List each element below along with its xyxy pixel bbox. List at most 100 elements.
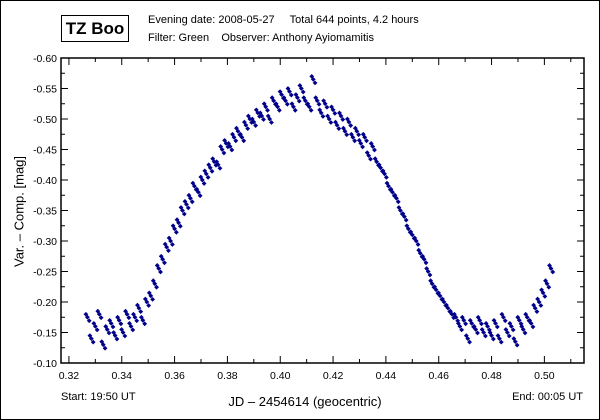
data-point	[239, 134, 245, 140]
data-point	[241, 138, 247, 144]
data-point	[189, 199, 195, 205]
data-point	[473, 327, 479, 332]
data-point	[463, 333, 469, 338]
data-point	[302, 98, 308, 104]
star-name-box: TZ Boo	[61, 15, 129, 42]
data-point	[416, 247, 422, 253]
y-tick-label: -0.20	[33, 297, 57, 309]
data-point	[150, 278, 156, 284]
data-point	[368, 156, 373, 162]
data-point	[87, 333, 93, 338]
data-point	[374, 159, 380, 165]
data-point	[194, 186, 200, 192]
data-point	[243, 122, 249, 128]
data-point	[332, 110, 338, 116]
data-point	[185, 205, 191, 211]
y-axis-label: Var. – Comp. [mag]	[11, 155, 27, 268]
y-tick-label: -0.10	[33, 358, 57, 370]
data-point	[245, 113, 251, 119]
data-point	[511, 336, 517, 342]
data-point	[515, 314, 521, 320]
data-point	[166, 248, 171, 253]
data-point	[213, 162, 219, 168]
data-point	[316, 101, 322, 107]
x-tick-label: 0.36	[164, 370, 185, 382]
data-point	[150, 297, 156, 302]
data-point	[138, 309, 144, 314]
data-point	[281, 95, 287, 101]
data-point	[490, 336, 496, 342]
data-point	[98, 315, 104, 321]
data-point	[247, 116, 253, 122]
data-point	[354, 128, 360, 134]
data-point	[135, 302, 140, 308]
data-point	[448, 308, 453, 314]
data-point	[289, 101, 295, 107]
y-tick-label: -0.15	[33, 328, 57, 340]
data-point	[301, 95, 307, 101]
data-point	[543, 278, 548, 284]
x-tick-label: 0.50	[534, 370, 555, 382]
data-point	[396, 205, 402, 210]
data-point	[233, 138, 239, 144]
data-point	[130, 327, 136, 333]
data-point	[325, 113, 331, 119]
data-point	[360, 144, 366, 150]
data-point	[131, 311, 136, 317]
data-point	[118, 321, 124, 327]
data-point	[225, 144, 231, 150]
data-point	[412, 235, 418, 241]
data-point	[313, 95, 319, 101]
data-point	[523, 311, 529, 317]
data-point	[276, 107, 282, 113]
data-point	[222, 138, 227, 143]
data-point	[423, 260, 429, 266]
data-point	[444, 302, 449, 308]
data-point	[251, 119, 257, 125]
data-point	[547, 263, 552, 268]
data-point	[230, 131, 235, 137]
data-point	[314, 98, 320, 104]
data-point	[111, 330, 117, 335]
data-point	[178, 205, 184, 210]
data-point	[166, 235, 172, 241]
data-point	[284, 101, 290, 107]
data-point	[277, 89, 283, 94]
data-point	[142, 321, 148, 327]
data-point	[156, 266, 162, 271]
data-point	[94, 327, 100, 333]
data-point	[401, 214, 407, 219]
data-point	[352, 125, 358, 131]
data-point	[384, 180, 390, 186]
data-point	[241, 119, 247, 125]
data-point	[479, 321, 484, 327]
data-point	[317, 107, 323, 113]
data-point	[494, 324, 500, 330]
data-point	[440, 296, 445, 302]
data-point	[368, 141, 374, 146]
data-point	[459, 327, 465, 333]
data-point	[305, 101, 311, 107]
data-point	[507, 321, 513, 326]
data-point	[342, 128, 348, 134]
x-tick-label: 0.42	[323, 370, 344, 382]
data-point	[100, 342, 106, 348]
y-tick-label: -0.50	[33, 114, 57, 126]
filter-observer-info: Filter: Green Observer: Anthony Ayiomami…	[148, 32, 374, 44]
y-tick-label: -0.55	[33, 84, 57, 96]
data-point	[132, 314, 138, 320]
data-point	[467, 339, 472, 345]
y-tick-label: -0.25	[33, 267, 57, 279]
data-point	[172, 226, 177, 232]
x-tick-label: 0.32	[59, 370, 80, 382]
data-point	[269, 95, 275, 101]
data-point	[322, 101, 328, 107]
data-point	[293, 92, 299, 98]
data-point	[538, 303, 544, 308]
data-point	[467, 317, 473, 323]
data-point	[372, 156, 378, 162]
data-point	[364, 150, 370, 155]
data-point	[491, 317, 497, 323]
data-point	[265, 113, 271, 119]
data-point	[134, 318, 140, 324]
